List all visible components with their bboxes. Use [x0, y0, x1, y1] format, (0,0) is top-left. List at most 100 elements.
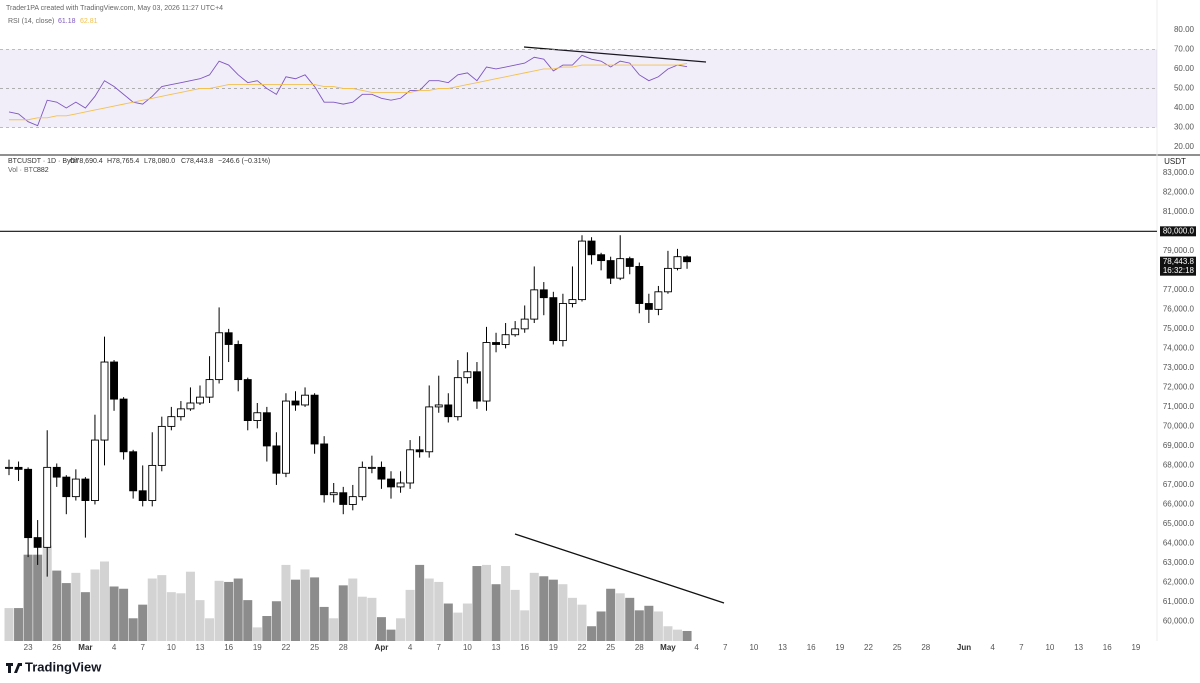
- price-tag: 78,443.8: [1163, 257, 1195, 266]
- volume-bar: [128, 618, 138, 641]
- candle-body: [520, 318, 529, 330]
- candle-body: [587, 240, 596, 256]
- volume-bar: [520, 610, 530, 641]
- candle-body: [157, 425, 166, 466]
- volume-bar: [271, 601, 281, 641]
- rsi-tick-label: 20.00: [1174, 142, 1195, 151]
- volume-bar: [300, 569, 310, 641]
- x-tick-label: 28: [339, 643, 348, 652]
- x-tick-label: 4: [408, 643, 413, 652]
- volume-bar: [252, 627, 262, 641]
- x-tick-label: 23: [24, 643, 33, 652]
- candle-body: [501, 334, 510, 345]
- x-tick-label: 10: [167, 643, 176, 652]
- volume-bar: [329, 618, 339, 641]
- x-tick-label: 16: [224, 643, 233, 652]
- x-tick-label: 7: [140, 643, 145, 652]
- y-tick-label: 62,000.0: [1163, 578, 1195, 587]
- candle-body: [358, 466, 367, 498]
- candle-body: [215, 332, 224, 381]
- volume-bar: [462, 603, 472, 641]
- y-tick-label: 64,000.0: [1163, 539, 1195, 548]
- candle-body: [568, 299, 577, 304]
- y-tick-label: 79,000.0: [1163, 246, 1195, 255]
- candle-body: [320, 443, 329, 496]
- candle-body: [396, 482, 405, 488]
- y-tick-label: 81,000.0: [1163, 207, 1195, 216]
- candle-body: [90, 439, 99, 501]
- volume-legend: Vol · BTC: [8, 167, 38, 174]
- volume-bar: [443, 603, 453, 641]
- volume-bar: [357, 596, 367, 641]
- y-tick-label: 67,000.0: [1163, 480, 1195, 489]
- x-tick-label: 10: [463, 643, 472, 652]
- currency: USDT: [1164, 157, 1186, 166]
- y-tick-label: 68,000.0: [1163, 461, 1195, 470]
- candle-body: [339, 492, 348, 505]
- volume-bar: [663, 626, 673, 641]
- candle-body: [291, 400, 300, 406]
- rsi-legend-value: 61.18: [58, 18, 76, 25]
- volume-bar: [291, 579, 300, 641]
- volume-bar: [567, 597, 577, 641]
- volume-bar: [348, 578, 358, 641]
- volume-bar: [491, 584, 501, 641]
- candle-body: [100, 361, 109, 441]
- x-tick-label: 25: [893, 643, 902, 652]
- candle-body: [186, 402, 195, 410]
- volume-bar: [405, 589, 415, 641]
- volume-bar: [606, 588, 616, 641]
- candle-body: [310, 394, 319, 445]
- ohlc-legend: −246.6 (−0.31%): [218, 158, 270, 165]
- volume-bar: [510, 589, 520, 641]
- x-tick-label: 7: [437, 643, 442, 652]
- candle-body: [348, 496, 357, 505]
- volume-bar: [166, 592, 176, 641]
- volume-bar: [4, 608, 14, 641]
- candle-body: [664, 267, 672, 293]
- candle-body: [635, 265, 644, 304]
- volume-bar: [386, 629, 396, 641]
- candle-body: [492, 342, 500, 345]
- y-tick-label: 74,000.0: [1163, 343, 1195, 352]
- y-tick-label: 69,000.0: [1163, 441, 1195, 450]
- candle-body: [683, 256, 691, 263]
- volume-bar: [625, 597, 635, 641]
- volume-bar: [100, 561, 109, 641]
- candle-body: [406, 449, 415, 484]
- candle-body: [578, 240, 586, 301]
- volume-bar: [224, 581, 234, 641]
- volume-bar: [157, 575, 167, 641]
- legend-symbol: BTCUSDT · 1D · Bybit: [8, 158, 78, 165]
- x-tick-label: 28: [921, 643, 930, 652]
- volume-bar: [176, 593, 186, 641]
- candle-body: [253, 412, 262, 422]
- x-tick-label: 7: [1019, 643, 1024, 652]
- rsi-legend-value: 62.81: [80, 18, 98, 25]
- candle-body: [539, 289, 548, 299]
- price-tag-box: [1160, 256, 1196, 276]
- trend-line: [514, 533, 725, 604]
- candle-body: [262, 412, 271, 447]
- y-tick-label: 65,000.0: [1163, 519, 1195, 528]
- y-tick-label: 76,000.0: [1163, 304, 1195, 313]
- candle-body: [558, 303, 567, 342]
- x-tick-label: Mar: [78, 643, 92, 652]
- volume-bar: [577, 604, 587, 641]
- candle-body: [138, 490, 147, 501]
- candle-body: [444, 404, 453, 418]
- rsi-tick-label: 60.00: [1174, 64, 1195, 73]
- candle-body: [654, 291, 663, 310]
- volume-bar: [147, 578, 157, 641]
- volume-bar: [23, 554, 33, 641]
- volume-bar: [472, 566, 482, 641]
- y-tick-label: 71,000.0: [1163, 402, 1195, 411]
- candle-body: [119, 398, 128, 453]
- volume-bar: [482, 564, 491, 641]
- x-tick-label: 22: [864, 643, 873, 652]
- candle-body: [453, 377, 462, 418]
- volume-bar: [338, 585, 348, 641]
- volume-bar: [80, 592, 90, 641]
- x-tick-label: 19: [253, 643, 262, 652]
- candle-body: [196, 396, 204, 404]
